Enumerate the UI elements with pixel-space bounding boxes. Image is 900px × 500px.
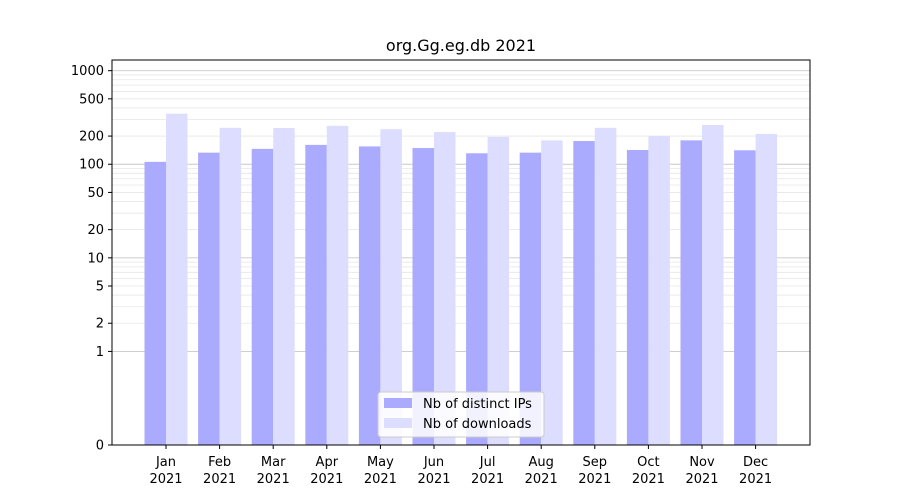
bar-distinct-ips-sep	[573, 141, 595, 446]
legend-label: Nb of downloads	[423, 417, 532, 432]
bar-downloads-jul	[487, 136, 510, 446]
bar-distinct-ips-nov	[680, 140, 702, 445]
bar-distinct-ips-jun	[412, 148, 434, 445]
x-tick-label-month: Dec	[743, 455, 768, 470]
bars	[144, 113, 778, 446]
legend-box	[377, 391, 545, 438]
bar-distinct-ips-oct	[626, 149, 649, 445]
x-tick-label-year: 2021	[364, 472, 397, 487]
x-tick-label-month: Nov	[689, 455, 715, 470]
x-tick-label-month: Sep	[583, 455, 608, 470]
x-tick-label-month: Jun	[423, 455, 444, 470]
legend-label: Nb of distinct IPs	[423, 397, 532, 412]
x-tick-label-month: Apr	[316, 455, 339, 470]
x-tick-label-year: 2021	[739, 472, 772, 487]
y-axis: 0 1 2 5 10 20 50 100 200 500 1000	[71, 64, 112, 454]
bar-distinct-ips-apr	[305, 144, 327, 445]
bar-distinct-ips-aug	[519, 152, 542, 445]
bar-downloads-nov	[702, 124, 724, 445]
bar-distinct-ips-jan	[144, 161, 166, 445]
bar-distinct-ips-mar	[251, 148, 274, 445]
bar-downloads-mar	[273, 127, 295, 446]
bar-distinct-ips-jul	[466, 153, 488, 445]
y-tick-label: 100	[79, 158, 104, 173]
bar-downloads-jan	[166, 113, 188, 445]
x-tick-label-year: 2021	[257, 472, 290, 487]
y-tick-label: 2	[96, 317, 104, 332]
plot-frame	[111, 59, 811, 446]
x-tick-label-year: 2021	[310, 472, 343, 487]
y-tick-label: 200	[79, 130, 104, 145]
bar-downloads-oct	[648, 136, 670, 446]
x-tick-label-year: 2021	[632, 472, 665, 487]
bar-downloads-feb	[219, 127, 242, 445]
y-tick-label: 1	[96, 345, 104, 360]
chart-title: org.Gg.eg.db 2021	[386, 36, 536, 55]
x-tick-label-year: 2021	[471, 472, 504, 487]
bar-downloads-aug	[541, 140, 563, 445]
x-tick-label-year: 2021	[525, 472, 558, 487]
bar-distinct-ips-may	[358, 146, 381, 446]
y-tick-label: 500	[79, 92, 104, 107]
y-tick-label: 20	[87, 223, 104, 238]
bar-downloads-jun	[434, 132, 456, 445]
legend: Nb of distinct IPs Nb of downloads	[377, 391, 545, 438]
x-tick-label-year: 2021	[417, 472, 450, 487]
y-tick-label: 50	[87, 186, 104, 201]
x-tick-label-year: 2021	[578, 472, 611, 487]
bar-distinct-ips-dec	[734, 150, 756, 445]
bar-downloads-may	[380, 129, 402, 446]
bar-downloads-dec	[755, 133, 778, 445]
x-tick-label-month: Aug	[529, 455, 554, 470]
x-tick-label-year: 2021	[149, 472, 182, 487]
bar-downloads-sep	[594, 127, 617, 445]
bar-downloads-apr	[326, 125, 349, 445]
x-axis: Jan 2021 Feb 2021 Mar 2021 Apr 2021 May 2021 Jun 20…	[149, 445, 772, 487]
y-tick-label: 0	[96, 439, 104, 454]
y-tick-label: 5	[96, 280, 104, 295]
legend-swatch	[384, 418, 412, 428]
x-tick-label-month: Jul	[479, 455, 496, 470]
x-tick-label-month: Oct	[637, 455, 659, 470]
x-tick-label-year: 2021	[685, 472, 718, 487]
bar-distinct-ips-feb	[198, 152, 220, 445]
x-tick-label-month: Mar	[261, 455, 286, 470]
x-tick-label-year: 2021	[203, 472, 236, 487]
y-tick-label: 1000	[71, 64, 104, 79]
x-tick-label-month: Jan	[155, 455, 176, 470]
legend-swatch	[384, 398, 412, 408]
x-tick-label-month: May	[367, 455, 394, 470]
y-tick-label: 10	[87, 251, 104, 266]
x-tick-label-month: Feb	[208, 455, 231, 470]
